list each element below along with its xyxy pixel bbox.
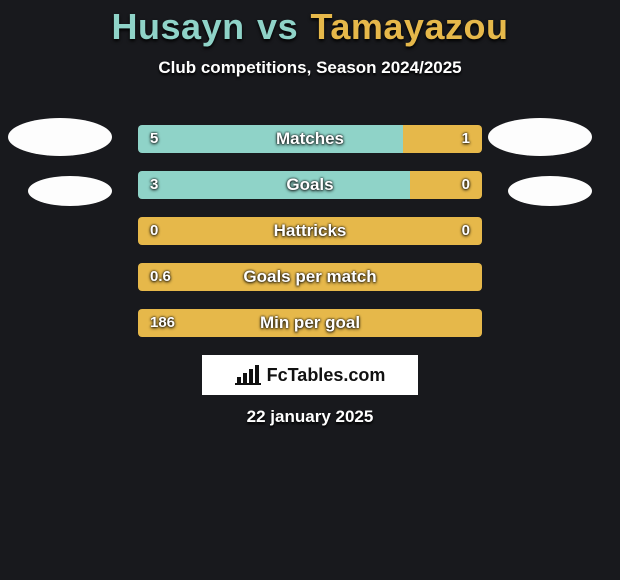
bar-value-right: 1 bbox=[462, 125, 470, 153]
bar-value-left: 0.6 bbox=[150, 263, 171, 291]
bar-segment-full bbox=[138, 217, 482, 245]
team-logo-right-big bbox=[488, 118, 592, 156]
team-logo-left-small bbox=[28, 176, 112, 206]
bar-segment-right bbox=[403, 125, 482, 153]
bar-row: 186Min per goal bbox=[138, 309, 482, 337]
bar-segment-full bbox=[138, 263, 482, 291]
bar-segment-full bbox=[138, 309, 482, 337]
title-vs: vs bbox=[257, 6, 298, 47]
team-logo-right-small bbox=[508, 176, 592, 206]
team-logo-left-big bbox=[8, 118, 112, 156]
bar-row: 51Matches bbox=[138, 125, 482, 153]
title-right: Tamayazou bbox=[311, 6, 509, 47]
bar-chart-icon bbox=[235, 365, 261, 385]
bar-value-left: 0 bbox=[150, 217, 158, 245]
comparison-bars: 51Matches30Goals00Hattricks0.6Goals per … bbox=[138, 125, 482, 355]
bar-value-left: 186 bbox=[150, 309, 175, 337]
page-title: Husayn vs Tamayazou bbox=[0, 0, 620, 48]
bar-segment-left bbox=[138, 171, 410, 199]
bar-value-right: 0 bbox=[462, 217, 470, 245]
fctables-badge-text: FcTables.com bbox=[267, 365, 386, 386]
bar-segment-left bbox=[138, 125, 403, 153]
bar-row: 0.6Goals per match bbox=[138, 263, 482, 291]
date-label: 22 january 2025 bbox=[0, 407, 620, 427]
bar-value-left: 5 bbox=[150, 125, 158, 153]
title-left: Husayn bbox=[112, 6, 245, 47]
bar-segment-right bbox=[410, 171, 482, 199]
bar-value-right: 0 bbox=[462, 171, 470, 199]
fctables-badge: FcTables.com bbox=[202, 355, 418, 395]
bar-row: 30Goals bbox=[138, 171, 482, 199]
bar-row: 00Hattricks bbox=[138, 217, 482, 245]
bar-value-left: 3 bbox=[150, 171, 158, 199]
subtitle: Club competitions, Season 2024/2025 bbox=[0, 58, 620, 78]
